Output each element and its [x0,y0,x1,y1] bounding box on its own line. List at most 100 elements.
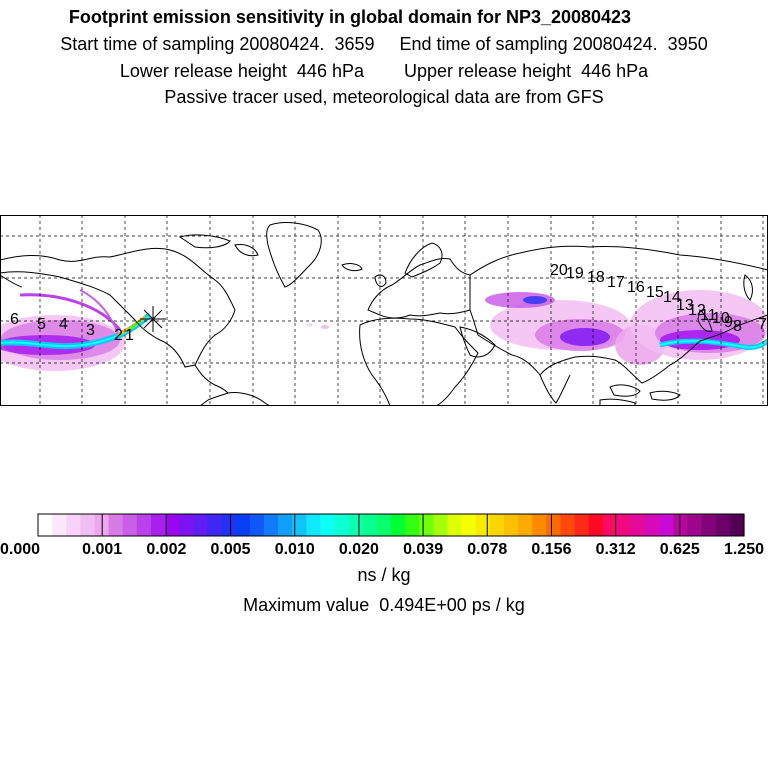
colorbar-separators [101,514,681,536]
traj-label-11: 11 [700,307,717,324]
colorbar-cell [221,514,237,536]
colorbar-cell [179,514,194,536]
colorbar-tick-label: 0.039 [403,541,443,558]
colorbar-cell [687,514,703,536]
colorbar-cell [376,514,392,536]
colorbar-tick-label: 0.156 [531,541,571,558]
traj-label-3: 3 [86,322,95,339]
trajectory-labels: 1 2 3 4 5 6 7 8 9 10 11 12 13 14 15 16 1… [10,262,767,344]
colorbar-cell [588,514,604,536]
release-height-line: Lower release height 446 hPa Upper relea… [0,60,768,82]
colorbar-cell [165,514,180,536]
traj-label-17: 17 [607,274,625,291]
colorbar-cell [193,514,209,536]
colorbar-cell [334,514,350,536]
colorbar-cell [278,514,293,536]
colorbar-cell [447,514,463,536]
plot-title: Footprint emission sensitivity in global… [68,7,632,27]
colorbar-cell [52,514,67,536]
colorbar-cell [405,514,420,536]
colorbar-cell [433,514,449,536]
traj-label-7: 7 [758,316,767,333]
colorbar-cell [673,514,689,536]
colorbar-tick-label: 0.010 [275,541,315,558]
colorbar-cell [715,514,731,536]
colorbar-cell [475,514,491,536]
traj-label-9: 9 [724,314,733,331]
colorbar-cell [546,514,562,536]
colorbar-cell [38,514,53,536]
upper-release-height: Upper release height 446 hPa [404,61,649,81]
traj-label-2: 2 [114,327,123,344]
colorbar-cell [729,514,745,536]
colorbar: 0.000 0.001 0.002 0.005 0.010 0.020 0.039 0.078… [0,513,764,558]
maximum-value: Maximum value 0.494E+00 ps / kg [243,595,525,615]
colorbar-cell [419,514,434,536]
traj-label-1: 1 [125,327,134,344]
footprint-field [0,289,768,371]
traj-label-12: 12 [688,302,706,319]
traj-label-16: 16 [627,279,645,296]
traj-label-8: 8 [733,318,742,335]
graticule [0,215,768,406]
traj-label-14: 14 [663,289,681,306]
colorbar-cell [108,514,124,536]
colorbar-cell [659,514,674,536]
colorbar-cell [306,514,321,536]
colorbar-tick-label: 1.250 [724,541,764,558]
colorbar-tick-labels: 0.000 0.001 0.002 0.005 0.010 0.020 0.039 0.078… [0,541,764,558]
colorbar-frame [37,513,745,537]
colorbar-cell [249,514,265,536]
colorbar-cell [66,514,81,536]
colorbar-cell [461,514,477,536]
colorbar-cell [574,514,590,536]
colorbar-tick-label: 0.078 [467,541,507,558]
traj-label-6: 6 [10,311,19,328]
traj-label-20: 20 [550,262,568,279]
colorbar-cell [348,514,364,536]
colorbar-tick-label: 0.005 [211,541,251,558]
release-point-marker [140,306,166,332]
lower-release-height: Lower release height 446 hPa [119,61,364,81]
traj-label-13: 13 [676,297,694,314]
traj-label-4: 4 [59,316,68,333]
end-time: End time of sampling 20080424. 3950 [399,34,708,54]
traj-label-10: 10 [712,310,730,327]
colorbar-cell [518,514,533,536]
colorbar-cell [320,514,336,536]
colorbar-cell [292,514,307,536]
traj-label-5: 5 [37,316,46,333]
colorbar-cell [122,514,138,536]
traj-label-15: 15 [646,284,664,301]
colorbar-cell [503,514,519,536]
colorbar-cell [602,514,618,536]
traj-label-19: 19 [566,265,584,282]
colorbar-tick-label: 0.002 [146,541,186,558]
colorbar-cell [80,514,96,536]
colorbar-cell [616,514,632,536]
sampling-time-line: Start time of sampling 20080424. 3659 En… [0,33,768,55]
colorbar-tick-label: 0.000 [0,541,40,558]
colorbar-tick-label: 0.312 [596,541,636,558]
colorbar-tick-label: 0.625 [660,541,700,558]
colorbar-cell [263,514,279,536]
colorbar-cell [631,514,646,536]
colorbar-cell [136,514,152,536]
colorbar-tick-label: 0.001 [82,541,122,558]
tracer-note: Passive tracer used, meteorological data… [164,87,604,107]
colorbar-cell [532,514,547,536]
colorbar-cells [38,514,745,536]
colorbar-cell [701,514,717,536]
colorbar-cell [489,514,505,536]
colorbar-cell [235,514,251,536]
colorbar-cell [207,514,223,536]
colorbar-cell [645,514,660,536]
start-time: Start time of sampling 20080424. 3659 [60,34,375,54]
traj-label-18: 18 [587,269,605,286]
colorbar-cell [150,514,166,536]
footprint-map: 1 2 3 4 5 6 7 8 9 10 11 12 13 14 15 16 1… [0,215,768,406]
colorbar-tick-label: 0.020 [339,541,379,558]
coastlines [0,222,768,406]
colorbar-cell [362,514,378,536]
colorbar-cell [560,514,576,536]
